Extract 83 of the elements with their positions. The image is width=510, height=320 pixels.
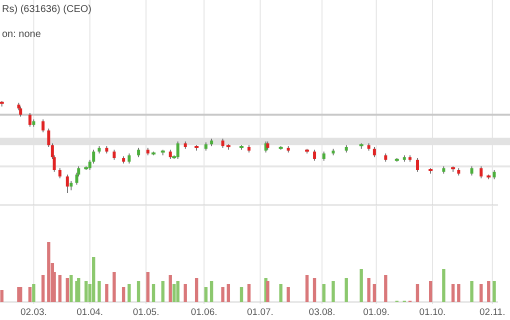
bar [58,275,62,302]
bar [92,257,96,302]
bar [0,290,4,302]
candlestick [372,146,376,158]
x-tick-label: 03.08. [308,307,336,318]
bar [204,287,208,302]
bar [194,278,198,302]
candlestick [322,151,326,162]
x-tick-label: 01.07. [247,307,274,318]
bar [451,284,455,302]
candlestick [480,166,483,179]
candlestick [47,128,50,148]
candlestick [492,170,496,180]
candlestick [168,149,172,160]
bar [47,242,50,302]
bar [161,281,164,302]
bar [28,287,32,302]
bar [247,284,251,302]
bar [221,287,224,302]
x-tick-label: 01.05. [132,307,160,318]
candlestick [70,180,73,191]
bar [305,275,309,302]
bar [172,284,176,302]
bar [480,284,483,302]
chart-title: Rs) (631636) (CEO) [2,4,92,15]
bar [322,284,326,302]
candlestick [470,166,474,176]
candlestick [313,149,316,162]
x-tick-label: 02.11. [480,307,506,318]
bar [168,275,172,302]
x-tick-label: 01.04. [76,307,104,318]
bar [487,281,490,302]
x-tick-label: 01.06. [190,307,218,318]
bar [32,284,36,302]
bar [105,284,108,302]
bar [457,284,460,302]
candlestick [112,149,116,160]
bar [372,284,376,302]
bar [442,269,446,302]
x-tick-label: 01.10. [419,307,446,318]
bar [470,281,474,302]
bar [360,269,363,302]
bar [152,284,156,302]
bar [84,281,88,302]
candlestick [128,153,131,164]
x-tick-label: 02.03. [20,307,47,318]
candlestick [176,141,180,160]
candlestick [28,112,32,128]
candlestick [42,119,45,133]
bar [41,275,45,302]
bar [332,281,335,302]
bar [70,275,73,302]
bar [240,287,244,302]
bar [384,275,388,302]
bar [122,287,126,302]
candlestick [221,138,224,148]
x-tick-label: 01.09. [363,307,390,318]
bar [312,278,316,302]
candlestick [137,148,140,158]
bar [176,281,180,302]
bar [128,284,131,302]
bar [146,272,150,302]
bar [98,281,101,302]
candlestick [19,106,22,118]
chart-subtitle: on: none [2,29,42,40]
candlestick [66,174,69,194]
bar [286,287,290,302]
bar [429,281,432,302]
bar [492,281,496,302]
bar [184,284,187,302]
bar [210,281,214,302]
bar [66,278,69,302]
bar [266,281,270,302]
bar [136,281,140,302]
bar [279,284,282,302]
bar [77,278,80,302]
bar [226,284,230,302]
bar [112,272,116,302]
bar [367,278,370,302]
candlestick [416,158,419,172]
candlestick [58,168,62,179]
bar [344,278,348,302]
bar [416,284,420,302]
